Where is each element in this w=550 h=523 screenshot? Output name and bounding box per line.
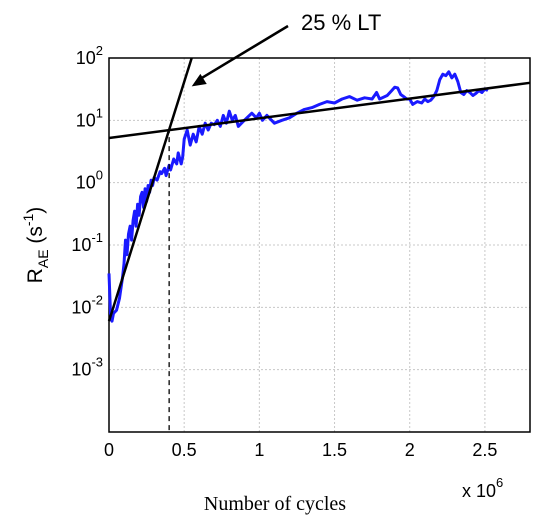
y-tick-label: 100 bbox=[76, 168, 103, 193]
x-tick-label: 2 bbox=[405, 440, 415, 460]
x-axis-label: Number of cycles bbox=[204, 493, 346, 515]
annotation-label: 25 % LT bbox=[301, 10, 381, 35]
x-tick-label: 1.5 bbox=[322, 440, 347, 460]
y-axis-label-close: ) bbox=[24, 207, 47, 214]
plot-frame bbox=[108, 57, 531, 433]
x-multiplier-exp: 6 bbox=[496, 475, 503, 490]
annotation-arrow bbox=[191, 24, 289, 87]
x-multiplier: x 106 bbox=[462, 475, 503, 501]
data-series-line bbox=[107, 70, 489, 323]
y-axis-label-sub: AE bbox=[35, 249, 51, 268]
fit-line bbox=[108, 81, 531, 140]
series-layer bbox=[107, 70, 489, 323]
y-axis-label: RAE (s-1) bbox=[20, 207, 51, 284]
x-tick-label: 0.5 bbox=[172, 440, 197, 460]
annotation-arrow-shaft bbox=[197, 24, 289, 82]
y-axis-label-main: R bbox=[24, 268, 47, 283]
x-tick-label: 1 bbox=[254, 440, 264, 460]
x-tick-labels: 0 0.5 1 1.5 2 2.5 bbox=[104, 440, 497, 460]
annotation-arrow-head bbox=[191, 73, 207, 87]
fit-line bbox=[107, 57, 193, 322]
y-tick-labels: 102 101 100 10-1 10-2 10-3 bbox=[71, 43, 103, 380]
x-tick-label: 2.5 bbox=[472, 440, 497, 460]
grid bbox=[108, 57, 530, 432]
y-axis-label-unit: (s bbox=[24, 226, 47, 249]
y-tick-label: 10-3 bbox=[71, 355, 103, 380]
y-tick-label: 102 bbox=[76, 43, 103, 68]
y-tick-label: 10-1 bbox=[71, 230, 103, 255]
y-tick-label: 10-2 bbox=[71, 292, 103, 317]
y-tick-label: 101 bbox=[76, 105, 103, 130]
x-multiplier-base: x 10 bbox=[462, 481, 496, 501]
fit-layer bbox=[107, 57, 531, 432]
x-tick-label: 0 bbox=[104, 440, 114, 460]
y-axis-label-unit-exp: -1 bbox=[20, 213, 36, 226]
